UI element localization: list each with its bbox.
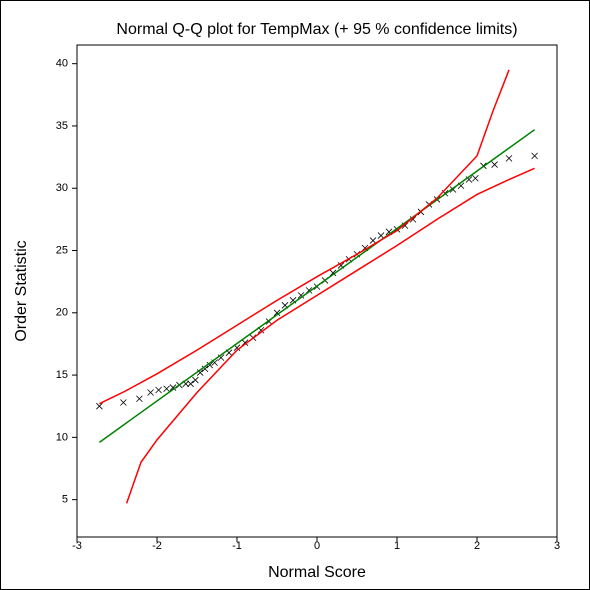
point xyxy=(505,155,513,162)
point xyxy=(531,152,538,160)
point xyxy=(369,237,377,244)
point xyxy=(273,309,281,317)
line xyxy=(125,167,535,504)
chart-title: Normal Q-Q plot for TempMax (+ 95 % conf… xyxy=(116,21,517,38)
x-tick-label: -2 xyxy=(152,540,162,552)
y-axis-label: Order Statistic xyxy=(13,240,30,341)
point xyxy=(163,385,170,393)
y-tick-label: 5 xyxy=(62,494,68,506)
point xyxy=(472,174,479,182)
x-tick-label: 3 xyxy=(554,540,560,552)
y-tick-label: 30 xyxy=(56,182,68,194)
y-tick-label: 10 xyxy=(56,431,68,443)
x-tick-label: 1 xyxy=(394,540,400,552)
point xyxy=(297,292,305,299)
point xyxy=(136,395,143,403)
point xyxy=(120,399,127,406)
line xyxy=(98,129,536,443)
point xyxy=(206,361,214,369)
y-tick-label: 25 xyxy=(56,244,68,256)
point xyxy=(329,269,337,277)
point xyxy=(241,339,249,346)
point xyxy=(377,232,385,239)
x-tick-label: 2 xyxy=(474,540,480,552)
point xyxy=(96,402,103,410)
point xyxy=(409,216,417,223)
x-tick-label: -1 xyxy=(232,540,242,552)
y-tick-label: 40 xyxy=(56,58,68,70)
y-tick-label: 15 xyxy=(56,369,68,381)
y-tick-label: 20 xyxy=(56,307,68,319)
x-tick-label: -3 xyxy=(72,540,82,552)
point xyxy=(147,389,154,396)
y-tick-label: 35 xyxy=(56,120,68,132)
point xyxy=(187,380,194,388)
point xyxy=(169,384,177,391)
point xyxy=(201,365,209,373)
line xyxy=(99,69,510,405)
point xyxy=(192,376,199,384)
x-axis-label: Normal Score xyxy=(268,564,366,581)
point xyxy=(155,386,162,394)
x-tick-label: 0 xyxy=(314,540,320,552)
point xyxy=(491,161,498,168)
